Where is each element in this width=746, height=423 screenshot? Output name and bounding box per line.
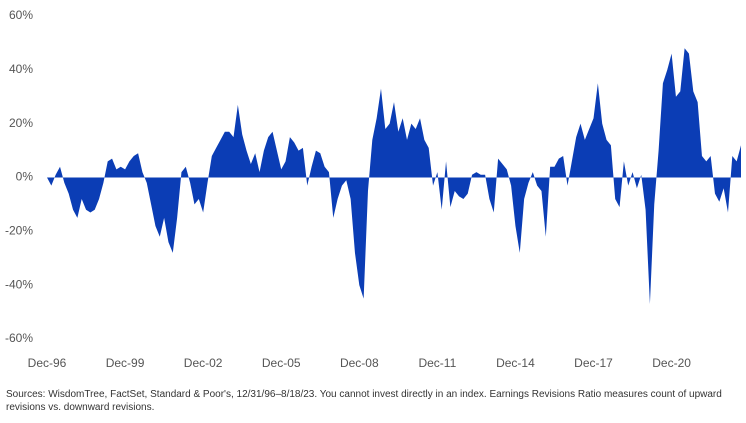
- y-tick-label: -60%: [5, 331, 33, 345]
- x-tick-label: Dec-11: [418, 356, 456, 370]
- x-tick-label: Dec-99: [106, 356, 145, 370]
- x-tick-label: Dec-08: [340, 356, 379, 370]
- x-tick-label: Dec-05: [262, 356, 301, 370]
- chart: -60% -40% -20% 0% 20% 40% 60% Dec-96 Dec-99 Dec-0…: [5, 8, 741, 370]
- x-tick-label: Dec-17: [574, 356, 613, 370]
- footnote: Sources: WisdomTree, FactSet, Standard &…: [6, 389, 722, 413]
- y-tick-label: 40%: [9, 62, 33, 76]
- x-tick-label: Dec-14: [496, 356, 535, 370]
- y-tick-label: 60%: [9, 8, 33, 22]
- x-tick-label: Dec-20: [652, 356, 691, 370]
- y-tick-label: 20%: [9, 116, 33, 130]
- x-tick-label: Dec-96: [28, 356, 67, 370]
- y-tick-label: -40%: [5, 277, 33, 291]
- area: [47, 48, 741, 305]
- y-tick-label: 0%: [16, 170, 34, 184]
- x-tick-label: Dec-02: [184, 356, 223, 370]
- y-tick-label: -20%: [5, 224, 33, 238]
